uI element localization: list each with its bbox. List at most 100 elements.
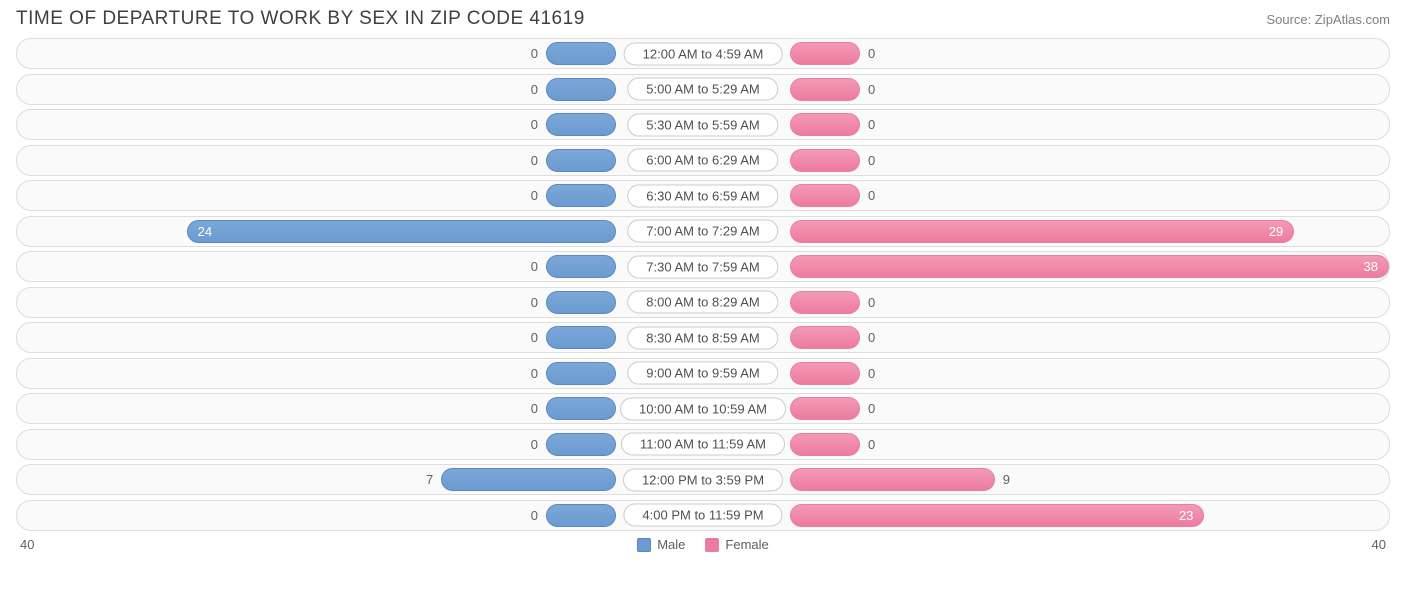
male-value: 0 [523, 295, 546, 310]
female-bar [790, 291, 860, 314]
male-value: 24 [188, 224, 222, 239]
male-half: 0 [17, 323, 703, 352]
chart-row: 005:30 AM to 5:59 AM [16, 109, 1390, 140]
chart-title: TIME OF DEPARTURE TO WORK BY SEX IN ZIP … [16, 8, 585, 30]
chart-row: 0 0 10:00 AM to 10:59 AM [16, 393, 1390, 424]
male-bar [546, 78, 616, 101]
female-value: 23 [1169, 508, 1203, 523]
male-bar: 24 [187, 220, 616, 243]
male-value: 0 [523, 330, 546, 345]
chart-source: Source: ZipAtlas.com [1266, 12, 1390, 27]
female-bar [790, 149, 860, 172]
female-half: 38 [703, 252, 1389, 281]
time-range-label: 4:00 PM to 11:59 PM [623, 504, 782, 527]
female-half: 23 [703, 501, 1389, 530]
legend-label-female: Female [725, 537, 768, 552]
chart-header: TIME OF DEPARTURE TO WORK BY SEX IN ZIP … [0, 0, 1406, 34]
time-range-label: 12:00 PM to 3:59 PM [623, 468, 783, 491]
male-bar [546, 255, 616, 278]
male-value: 0 [523, 46, 546, 61]
chart-row: 0012:00 AM to 4:59 AM [16, 38, 1390, 69]
male-bar [546, 433, 616, 456]
female-half: 0 [703, 110, 1389, 139]
male-half: 0 [17, 181, 703, 210]
female-half: 0 [703, 181, 1389, 210]
legend-item-male: Male [637, 537, 685, 552]
time-range-label: 6:30 AM to 6:59 AM [627, 184, 778, 207]
chart-row: 0 0 8:00 AM to 8:29 AM [16, 287, 1390, 318]
time-range-label: 7:30 AM to 7:59 AM [627, 255, 778, 278]
female-bar [790, 184, 860, 207]
female-half: 9 [703, 465, 1389, 494]
male-bar [546, 397, 616, 420]
female-bar: 29 [790, 220, 1294, 243]
female-value: 0 [860, 401, 883, 416]
male-half: 0 [17, 252, 703, 281]
male-half: 0 [17, 75, 703, 104]
male-value: 0 [523, 366, 546, 381]
female-half: 0 [703, 394, 1389, 423]
chart-row: 0 38 7:30 AM to 7:59 AM [16, 251, 1390, 282]
male-value: 0 [523, 259, 546, 274]
chart-row: 0 0 8:30 AM to 8:59 AM [16, 322, 1390, 353]
time-range-label: 10:00 AM to 10:59 AM [620, 397, 786, 420]
male-value: 7 [418, 472, 441, 487]
female-bar [790, 113, 860, 136]
male-value: 0 [523, 153, 546, 168]
female-bar [790, 326, 860, 349]
chart-footer: 40 Male Female 40 [0, 535, 1406, 552]
male-value: 0 [523, 188, 546, 203]
time-range-label: 8:30 AM to 8:59 AM [627, 326, 778, 349]
male-half: 24 [17, 217, 703, 246]
female-bar: 23 [790, 504, 1204, 527]
axis-max-right: 40 [1372, 537, 1386, 552]
legend-swatch-female [705, 538, 719, 552]
female-value: 0 [860, 82, 883, 97]
chart-row: 0 0 9:00 AM to 9:59 AM [16, 358, 1390, 389]
chart-row: 7 9 12:00 PM to 3:59 PM [16, 464, 1390, 495]
female-value: 0 [860, 117, 883, 132]
chart-row: 0 23 4:00 PM to 11:59 PM [16, 500, 1390, 531]
time-range-label: 8:00 AM to 8:29 AM [627, 291, 778, 314]
female-value: 0 [860, 295, 883, 310]
female-bar [790, 397, 860, 420]
male-value: 0 [523, 508, 546, 523]
male-half: 0 [17, 146, 703, 175]
male-value: 0 [523, 82, 546, 97]
time-range-label: 9:00 AM to 9:59 AM [627, 362, 778, 385]
female-value: 0 [860, 330, 883, 345]
chart-row: 24 29 7:00 AM to 7:29 AM [16, 216, 1390, 247]
male-value: 0 [523, 117, 546, 132]
legend-item-female: Female [705, 537, 768, 552]
male-half: 0 [17, 394, 703, 423]
female-bar [790, 362, 860, 385]
female-bar [790, 433, 860, 456]
male-bar [546, 504, 616, 527]
male-value: 0 [523, 437, 546, 452]
chart-row: 0 0 5:00 AM to 5:29 AM [16, 74, 1390, 105]
time-range-label: 5:00 AM to 5:29 AM [627, 78, 778, 101]
female-bar [790, 468, 995, 491]
female-value: 0 [860, 153, 883, 168]
female-bar [790, 42, 860, 65]
male-half: 0 [17, 501, 703, 530]
female-value: 38 [1354, 259, 1388, 274]
female-half: 0 [703, 288, 1389, 317]
female-value: 29 [1259, 224, 1293, 239]
female-half: 0 [703, 430, 1389, 459]
female-half: 0 [703, 39, 1389, 68]
legend: Male Female [637, 537, 769, 552]
male-half: 7 [17, 465, 703, 494]
female-value: 0 [860, 366, 883, 381]
male-bar [546, 362, 616, 385]
chart-row: 006:00 AM to 6:29 AM [16, 145, 1390, 176]
male-bar [546, 42, 616, 65]
female-value: 9 [995, 472, 1018, 487]
male-half: 0 [17, 359, 703, 388]
time-range-label: 7:00 AM to 7:29 AM [627, 220, 778, 243]
male-half: 0 [17, 288, 703, 317]
male-half: 0 [17, 39, 703, 68]
male-value: 0 [523, 401, 546, 416]
male-half: 0 [17, 110, 703, 139]
chart-row: 006:30 AM to 6:59 AM [16, 180, 1390, 211]
